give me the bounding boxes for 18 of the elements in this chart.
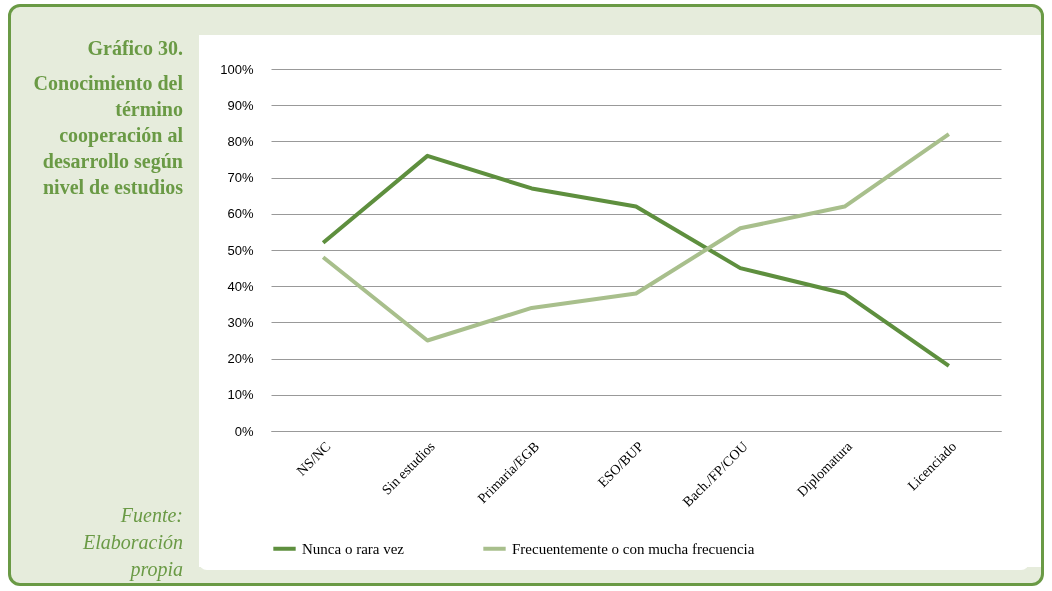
chart-title: Gráfico 30. bbox=[86, 37, 183, 60]
text: Conocimiento del término cooperación al desarrollo según nivel de estudios bbox=[32, 71, 183, 200]
source-note: Fuente: Elaboración propia bbox=[82, 503, 183, 583]
y-tick-label: 30% bbox=[227, 314, 254, 330]
legend-label: Nunca o rara vez bbox=[302, 540, 405, 557]
y-tick-label: 10% bbox=[227, 387, 254, 403]
y-tick-label: 80% bbox=[227, 133, 254, 149]
y-tick-label: 60% bbox=[227, 206, 254, 222]
y-tick-label: 0% bbox=[234, 423, 254, 439]
line-series bbox=[321, 132, 951, 343]
y-tick-label: 70% bbox=[227, 170, 254, 186]
y-tick-label: 90% bbox=[227, 97, 254, 113]
y-tick-label: 20% bbox=[227, 351, 254, 367]
y-tick-label: 40% bbox=[227, 278, 254, 294]
y-tick-label: 100% bbox=[220, 61, 254, 77]
line-series bbox=[321, 153, 951, 368]
legend-label: Frecuentemente o con mucha frecuencia bbox=[512, 540, 755, 557]
y-tick-label: 50% bbox=[227, 242, 254, 258]
